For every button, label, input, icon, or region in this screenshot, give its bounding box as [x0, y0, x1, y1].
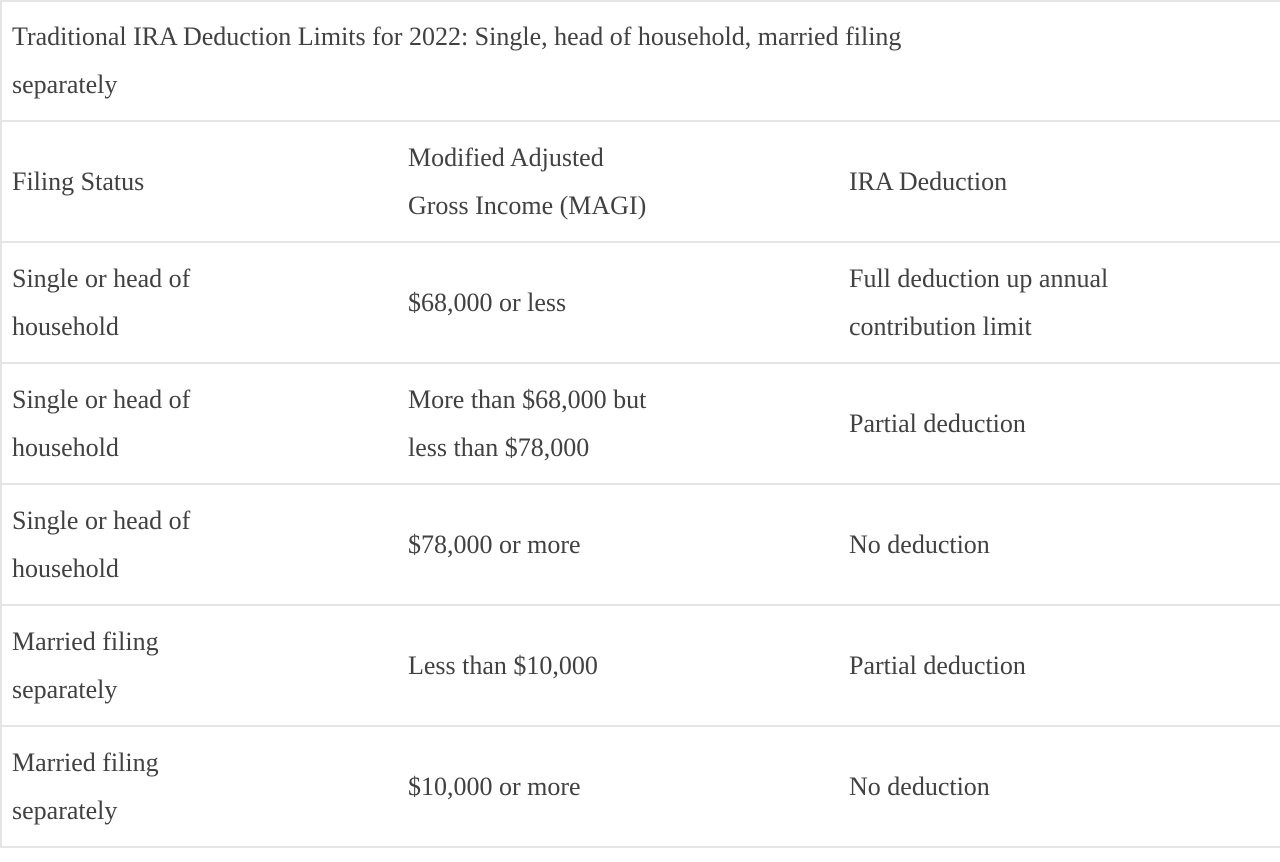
cell-ira-deduction-text: No deduction: [849, 771, 990, 801]
cell-ira-deduction-text: Partial deduction: [849, 408, 1026, 438]
cell-filing-status: Single or head of household: [1, 363, 398, 484]
cell-filing-status: Married filing separately: [1, 605, 398, 726]
cell-filing-status: Married filing separately: [1, 726, 398, 847]
table-caption-text: Traditional IRA Deduction Limits for 202…: [12, 22, 902, 99]
table-caption: Traditional IRA Deduction Limits for 202…: [1, 1, 1280, 121]
cell-filing-status: Single or head of household: [1, 484, 398, 605]
cell-magi: More than $68,000 but less than $78,000: [398, 363, 839, 484]
cell-magi: $68,000 or less: [398, 242, 839, 363]
cell-filing-status-text: Married filing separately: [12, 626, 159, 704]
header-filing-status-label: Filing Status: [12, 166, 145, 196]
cell-ira-deduction: Partial deduction: [839, 605, 1280, 726]
table-row: Single or head of household $68,000 or l…: [1, 242, 1280, 363]
table-row: Married filing separately Less than $10,…: [1, 605, 1280, 726]
cell-filing-status-text: Married filing separately: [12, 747, 159, 825]
cell-magi: $78,000 or more: [398, 484, 839, 605]
cell-ira-deduction: Partial deduction: [839, 363, 1280, 484]
cell-filing-status: Single or head of household: [1, 242, 398, 363]
cell-ira-deduction-text: Full deduction up annual contribution li…: [849, 263, 1109, 341]
header-ira-deduction-label: IRA Deduction: [849, 166, 1008, 196]
table-header-row: Filing Status Modified Adjusted Gross In…: [1, 121, 1280, 242]
table-row: Single or head of household More than $6…: [1, 363, 1280, 484]
cell-magi-text: $10,000 or more: [408, 771, 581, 801]
cell-ira-deduction: No deduction: [839, 726, 1280, 847]
cell-ira-deduction: No deduction: [839, 484, 1280, 605]
header-filing-status: Filing Status: [1, 121, 398, 242]
table-caption-row: Traditional IRA Deduction Limits for 202…: [1, 1, 1280, 121]
cell-filing-status-text: Single or head of household: [12, 263, 191, 341]
table-row: Married filing separately $10,000 or mor…: [1, 726, 1280, 847]
cell-ira-deduction-text: Partial deduction: [849, 650, 1026, 680]
cell-magi-text: $78,000 or more: [408, 529, 581, 559]
cell-magi-text: $68,000 or less: [408, 287, 567, 317]
table-row: Single or head of household $78,000 or m…: [1, 484, 1280, 605]
cell-magi-text: More than $68,000 but less than $78,000: [408, 384, 647, 462]
header-ira-deduction: IRA Deduction: [839, 121, 1280, 242]
header-magi-label: Modified Adjusted Gross Income (MAGI): [408, 142, 647, 220]
cell-filing-status-text: Single or head of household: [12, 505, 191, 583]
header-magi: Modified Adjusted Gross Income (MAGI): [398, 121, 839, 242]
cell-magi: $10,000 or more: [398, 726, 839, 847]
cell-ira-deduction-text: No deduction: [849, 529, 990, 559]
cell-ira-deduction: Full deduction up annual contribution li…: [839, 242, 1280, 363]
cell-magi-text: Less than $10,000: [408, 650, 598, 680]
cell-magi: Less than $10,000: [398, 605, 839, 726]
cell-filing-status-text: Single or head of household: [12, 384, 191, 462]
